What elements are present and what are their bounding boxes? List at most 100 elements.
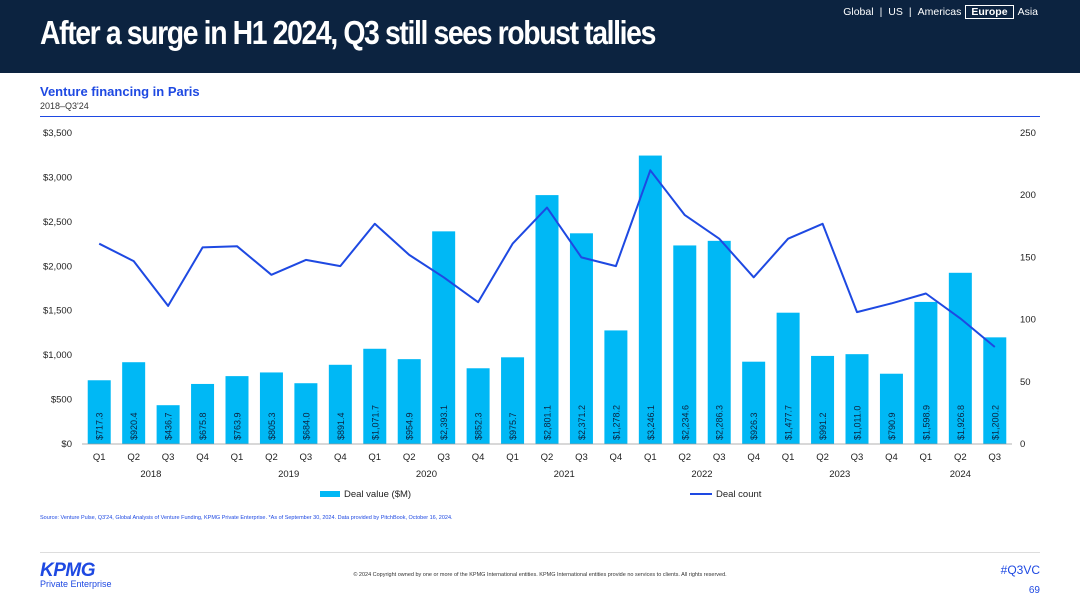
bar-deal-value: [707, 240, 731, 444]
bar-deal-value: [328, 364, 352, 444]
y-left-tick-label: $0: [61, 439, 72, 450]
source-note: Source: Venture Pulse, Q3'24, Global Ana…: [40, 515, 453, 521]
year-label: 2022: [691, 469, 712, 480]
bar-deal-value: [983, 337, 1007, 444]
x-tick-label: Q4: [885, 452, 898, 463]
bar-deal-value: [87, 380, 111, 444]
y-right-tick-label: 0: [1020, 439, 1025, 450]
x-tick-label: Q1: [644, 452, 657, 463]
region-separator: |: [879, 6, 883, 18]
bar-data-label: $2,371.2: [577, 405, 587, 440]
bar-deal-value: [191, 383, 215, 444]
y-left-tick-label: $2,500: [43, 217, 72, 228]
venture-financing-chart: $0 $500 $1,000 $1,500 $2,000 $2,500 $3,000 $3,5…: [43, 128, 1036, 500]
bar-data-label: $675.8: [198, 412, 208, 440]
x-tick-label: Q1: [368, 452, 381, 463]
y-left-tick-label: $1,000: [43, 350, 72, 361]
y-left-tick-label: $500: [51, 395, 72, 406]
bar-data-label: $436.7: [164, 412, 174, 440]
region-americas[interactable]: Americas: [917, 6, 962, 18]
bar-deal-value: [397, 359, 421, 444]
bar-data-label: $1,598.9: [921, 405, 931, 440]
bar-deal-value: [948, 272, 972, 444]
bar-data-label: $1,926.8: [956, 405, 966, 440]
bar-deal-value: [742, 361, 766, 444]
y-right-tick-label: 100: [1020, 315, 1036, 326]
bar-data-label: $954.9: [405, 412, 415, 440]
x-tick-label: Q4: [472, 452, 485, 463]
line-deal-count: [98, 169, 996, 348]
bar-deal-value: [879, 373, 903, 444]
x-tick-label: Q4: [610, 452, 623, 463]
bar-data-label: $991.2: [818, 412, 828, 440]
bar-data-label: $891.4: [336, 412, 346, 440]
bar-data-label: $805.3: [267, 412, 277, 440]
bar-data-label: $2,393.1: [439, 405, 449, 440]
title-divider: [40, 116, 1040, 117]
y-left-tick-label: $2,000: [43, 261, 72, 272]
bar-deal-value: [363, 348, 387, 444]
y-left-tick-label: $1,500: [43, 306, 72, 317]
bar-data-label: $684.0: [301, 412, 311, 440]
bar-deal-value: [914, 301, 938, 444]
x-tick-label: Q4: [334, 452, 347, 463]
year-label: 2023: [829, 469, 850, 480]
x-tick-label: Q3: [300, 452, 313, 463]
region-asia[interactable]: Asia: [1017, 6, 1038, 18]
region-separator: |: [908, 6, 912, 18]
bar-deal-value: [466, 368, 490, 444]
x-tick-label: Q3: [575, 452, 588, 463]
region-global[interactable]: Global: [843, 6, 874, 18]
bar-deal-value: [604, 330, 628, 444]
x-tick-label: Q2: [678, 452, 691, 463]
legend-label-deal-count: Deal count: [716, 489, 762, 500]
year-label: 2020: [416, 469, 437, 480]
logo-subtitle: Private Enterprise: [40, 579, 112, 589]
chart-title: Venture financing in Paris: [40, 84, 200, 99]
chart-subtitle: 2018–Q3'24: [40, 101, 89, 111]
year-label: 2019: [278, 469, 299, 480]
x-tick-label: Q2: [816, 452, 829, 463]
region-nav: Global | US | Americas Europe Asia: [841, 5, 1040, 19]
bar-deal-value: [776, 312, 800, 444]
bar-data-label: $852.3: [474, 412, 484, 440]
y-right-tick-label: 50: [1020, 377, 1031, 388]
legend-swatch-deal-value: [320, 491, 340, 497]
bar-deal-value: [638, 155, 662, 444]
x-tick-label: Q1: [506, 452, 519, 463]
y-right-tick-label: 150: [1020, 252, 1036, 263]
region-us[interactable]: US: [888, 6, 903, 18]
bar-deal-value: [845, 354, 869, 444]
x-tick-label: Q2: [403, 452, 416, 463]
kpmg-logo: KPMG Private Enterprise: [40, 560, 112, 589]
page-number: 69: [1028, 585, 1040, 596]
region-europe[interactable]: Europe: [965, 5, 1014, 19]
x-tick-label: Q3: [988, 452, 1001, 463]
x-tick-label: Q1: [231, 452, 244, 463]
year-label: 2018: [140, 469, 161, 480]
x-tick-label: Q3: [713, 452, 726, 463]
bar-data-label: $790.9: [887, 412, 897, 440]
x-tick-label: Q1: [93, 452, 106, 463]
bar-data-label: $1,278.2: [611, 405, 621, 440]
bar-deal-value: [122, 362, 146, 444]
footer-divider: [40, 552, 1040, 553]
bar-deal-value: [501, 357, 525, 444]
bar-data-label: $920.4: [129, 412, 139, 440]
bar-deal-value: [225, 376, 249, 444]
bar-deal-value: [432, 231, 456, 444]
bar-deal-value: [535, 195, 559, 444]
y-left-tick-label: $3,000: [43, 172, 72, 183]
bar-data-label: $763.9: [233, 412, 243, 440]
x-tick-label: Q2: [954, 452, 967, 463]
year-label: 2021: [554, 469, 575, 480]
x-tick-label: Q2: [265, 452, 278, 463]
bar-deal-value: [294, 383, 318, 444]
x-tick-label: Q1: [782, 452, 795, 463]
bar-data-label: $975.7: [508, 412, 518, 440]
bar-data-label: $2,286.3: [715, 405, 725, 440]
bar-deal-value: [673, 245, 697, 444]
copyright-notice: © 2024 Copyright owned by one or more of…: [353, 572, 727, 578]
x-tick-label: Q3: [437, 452, 450, 463]
y-right-tick-label: 250: [1020, 128, 1036, 139]
